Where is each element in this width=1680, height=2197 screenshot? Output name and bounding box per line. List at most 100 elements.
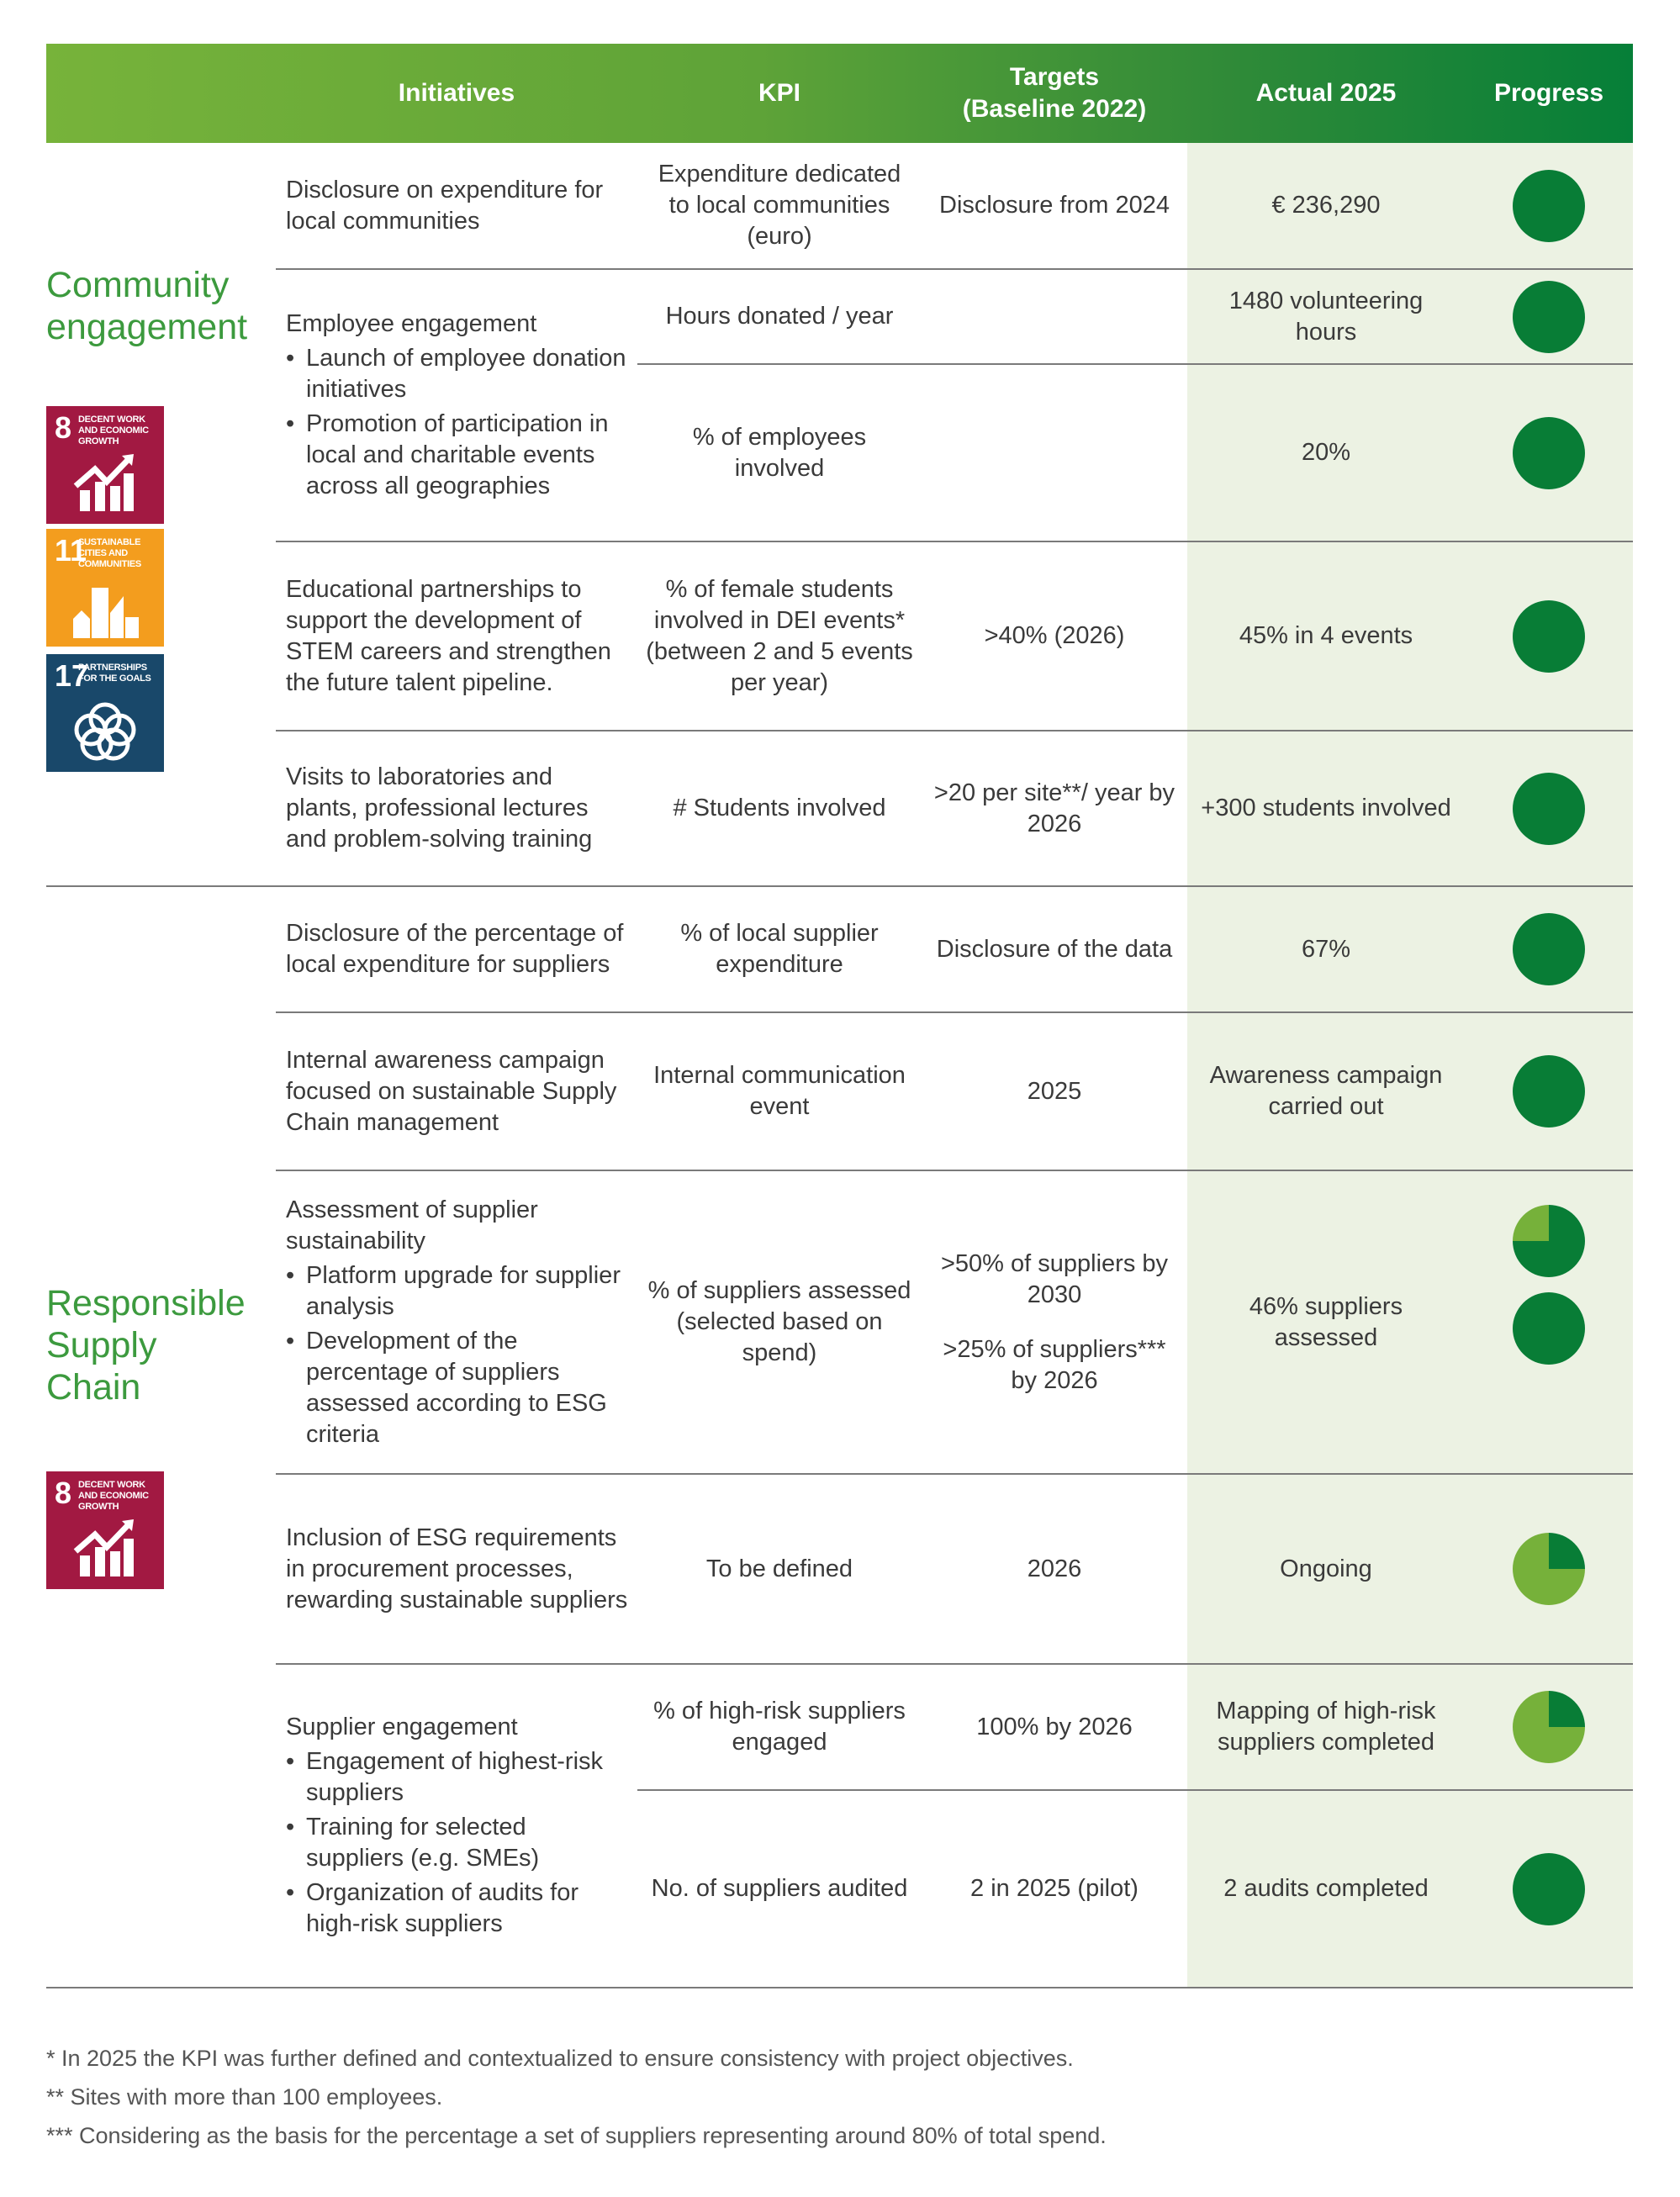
actual-cell: Awareness campaign carried out [1187,1012,1465,1171]
table-row: Responsible Supply Chain 8 DECENT WORK AND E… [46,886,1633,1988]
header-targets-line2: (Baseline 2022) [962,95,1147,123]
footnotes: * In 2025 the KPI was further defined an… [46,2039,1107,2155]
initiative-bullet: • Promotion of participation in local and… [286,409,629,502]
header-empty [46,44,276,143]
table-row: Educational partnerships to support the … [46,541,1633,731]
kpi-cell: % of employees involved [637,364,922,542]
kpi-text: Expenditure dedicated to local communiti… [658,161,901,250]
actual-cell: Mapping of high-risk suppliers completed [1187,1664,1465,1791]
kpi-text: % of suppliers assessed (selected based … [647,1277,911,1366]
actual-text: 2 audits completed [1223,1875,1429,1902]
table-row: Assessment of supplier sustainability • Pl… [46,1170,1633,1475]
progress-cell [1465,269,1633,365]
bullet-icon: • [286,345,295,372]
actual-text: 46% suppliers assessed [1249,1292,1403,1351]
sdg-number: 17 [55,658,89,693]
progress-pie-icon [1513,169,1585,242]
progress-pie-icon [1513,599,1585,673]
footnote-1: * In 2025 the KPI was further defined an… [46,2046,1074,2071]
kpi-cell: No. of suppliers audited [637,1790,922,1988]
kpi-text: # Students involved [673,795,886,821]
actual-text: Ongoing [1280,1555,1372,1582]
kpi-table: Initiatives KPI Targets (Baseline 2022) A… [46,44,1633,1988]
header-targets: Targets (Baseline 2022) [922,44,1187,143]
actual-text: 1480 volunteering hours [1228,287,1424,346]
target-text: 2026 [1027,1555,1082,1582]
progress-pie-icon [1513,1852,1585,1925]
actual-text: 45% in 4 events [1239,622,1413,649]
target-text: Disclosure of the data [936,935,1173,963]
target-text: Disclosure from 2024 [939,192,1170,219]
initiative-cell: Employee engagement • Launch of employee d… [276,269,637,542]
section-title-line: Supply [46,1325,157,1365]
header-progress: Progress [1493,79,1604,107]
target-text: 100% by 2026 [976,1713,1133,1740]
target-text: 2 in 2025 (pilot) [970,1875,1138,1902]
initiative-title: Disclosure on expenditure for local comm… [286,176,604,235]
progress-pie-icon [1513,280,1585,353]
kpi-text: Internal communication event [653,1062,906,1120]
kpi-cell: Hours donated / year [637,269,922,365]
progress-cell [1465,1664,1633,1791]
section-title-line: Community [46,265,230,305]
initiative-bullet: • Development of the percentage of suppli… [286,1326,629,1450]
bullet-icon: • [286,1261,295,1289]
actual-cell: 1480 volunteering hours [1187,269,1465,365]
sdg-11-badge: 11 SUSTAINABLE CITIES AND COMMUNITIES [46,529,164,647]
initiative-title: Disclosure of the percentage of local ex… [286,920,624,978]
progress-cell [1465,541,1633,731]
bullet-text: Platform upgrade for supplier analysis [306,1261,621,1320]
initiative-cell: Supplier engagement • Engagement of highes… [276,1664,637,1988]
progress-pie-icon [1513,913,1585,985]
initiative-title: Visits to laboratories and plants, profe… [286,763,593,853]
initiative-cell: Educational partnerships to support the … [276,541,637,731]
initiative-cell: Internal awareness campaign focused on s… [276,1012,637,1171]
footnote-3: *** Considering as the basis for the per… [46,2123,1107,2148]
section-title: Responsible Supply Chain [46,1282,246,1408]
table-row: Supplier engagement • Engagement of highes… [46,1664,1633,1988]
progress-pie-icon [1513,1291,1585,1365]
bullet-icon: • [286,1814,295,1841]
kpi-text: To be defined [705,1555,853,1582]
bullet-text: Engagement of highest-risk suppliers [306,1748,604,1806]
initiative-bullet: • Platform upgrade for supplier analysis [286,1260,629,1323]
footnote-2: ** Sites with more than 100 employees. [46,2084,443,2110]
table-row: Visits to laboratories and plants, profe… [46,731,1633,887]
sdg-17-badge: 17 PARTNERSHIPS FOR THE GOALS [46,654,164,772]
progress-pie-icon [1513,772,1585,845]
progress-pie-icon [1513,416,1585,489]
bullet-text: Organization of audits for high-risk sup… [306,1879,579,1937]
actual-text: € 236,290 [1271,192,1381,219]
actual-text: Awareness campaign carried out [1209,1062,1443,1120]
progress-cell [1465,1474,1633,1665]
target-text-2: >25% of suppliers*** by 2026 [943,1335,1166,1394]
target-cell: Disclosure of the data [922,886,1187,1013]
initiative-bullet: • Training for selected suppliers (e.g. S… [286,1812,629,1874]
initiative-title: Educational partnerships to support the … [286,575,611,696]
actual-text: 67% [1301,935,1351,963]
actual-cell: 2 audits completed [1187,1790,1465,1988]
initiative-title: Employee engagement [286,310,537,337]
header-initiatives: Initiatives [398,79,515,107]
table-row: % of employees involved 20% [46,364,1633,542]
bullet-icon: • [286,1879,295,1906]
header-kpi: KPI [758,79,800,107]
kpi-text: Hours donated / year [665,303,894,330]
table-row: No. of suppliers audited 2 in 2025 (pilot… [46,1790,1633,1988]
initiative-bullet: • Organization of audits for high-risk su… [286,1877,629,1940]
sdg-8-badge: 8 DECENT WORK AND ECONOMIC GROWTH [46,1471,164,1589]
progress-pie-icon [1513,1533,1585,1605]
sdg-number: 8 [55,1476,72,1510]
section-title: Community engagement [46,264,247,348]
initiative-cell: Disclosure on expenditure for local comm… [276,143,637,270]
target-cell: 2026 [922,1474,1187,1665]
target-cell: >40% (2026) [922,541,1187,731]
kpi-cell: To be defined [637,1474,922,1665]
section-title-line: Responsible [46,1283,246,1323]
actual-text: 20% [1301,439,1351,466]
actual-cell: Ongoing [1187,1474,1465,1665]
sdg-number: 8 [55,410,72,445]
bullet-icon: • [286,1748,295,1775]
actual-text: +300 students involved [1201,795,1451,821]
kpi-cell: % of female students involved in DEI eve… [637,541,922,731]
